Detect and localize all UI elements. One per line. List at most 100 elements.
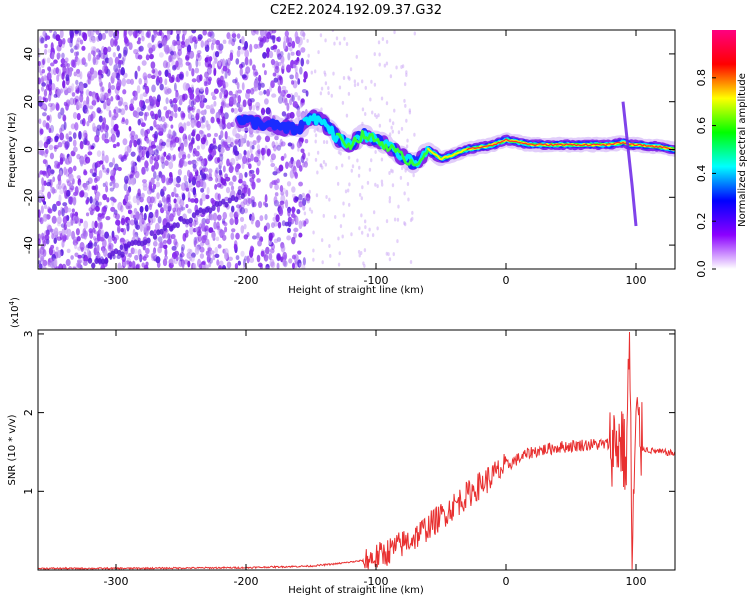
- noise-speckle: [65, 73, 70, 82]
- noise-speckle: [74, 51, 78, 57]
- noise-speckle: [190, 252, 196, 258]
- noise-speckle: [87, 52, 92, 62]
- noise-speckle: [221, 97, 226, 103]
- noise-speckle: [207, 31, 212, 37]
- noise-speckle: [299, 66, 303, 75]
- noise-speckle: [249, 245, 254, 254]
- noise-speckle: [38, 173, 41, 178]
- noise-speckle: [130, 135, 135, 144]
- noise-speckle: [74, 252, 79, 258]
- noise-speckle: [71, 92, 76, 97]
- noise-speckle: [221, 58, 226, 68]
- noise-speckle: [63, 166, 67, 176]
- noise-speckle: [397, 130, 401, 135]
- noise-speckle: [130, 160, 136, 167]
- noise-speckle: [220, 75, 226, 81]
- noise-speckle: [53, 237, 57, 244]
- noise-speckle: [295, 36, 301, 45]
- noise-speckle: [291, 94, 295, 103]
- noise-speckle: [135, 211, 140, 221]
- noise-speckle: [403, 191, 406, 196]
- noise-speckle: [211, 231, 216, 239]
- noise-speckle: [388, 171, 391, 176]
- noise-speckle: [177, 106, 182, 112]
- noise-speckle: [74, 215, 79, 224]
- track-blob: [130, 240, 135, 247]
- noise-speckle: [239, 207, 245, 215]
- noise-speckle: [286, 64, 292, 73]
- noise-speckle: [78, 30, 82, 37]
- noise-speckle: [200, 40, 205, 48]
- noise-speckle: [101, 90, 105, 98]
- noise-speckle: [276, 178, 280, 184]
- noise-speckle: [137, 188, 141, 197]
- noise-speckle: [304, 195, 307, 200]
- noise-speckle: [257, 82, 262, 91]
- noise-speckle: [148, 181, 152, 191]
- noise-speckle: [93, 230, 97, 235]
- noise-speckle: [63, 61, 68, 68]
- noise-speckle: [46, 223, 52, 232]
- noise-speckle: [242, 155, 248, 164]
- noise-speckle: [331, 30, 335, 33]
- noise-speckle: [159, 123, 164, 133]
- noise-speckle: [343, 36, 346, 41]
- noise-speckle: [199, 241, 204, 247]
- noise-speckle: [178, 73, 184, 80]
- noise-speckle: [246, 255, 250, 264]
- noise-speckle: [252, 64, 256, 71]
- noise-speckle: [163, 121, 168, 129]
- noise-speckle: [292, 64, 297, 69]
- noise-speckle: [188, 134, 192, 141]
- noise-speckle: [270, 162, 276, 168]
- noise-speckle: [344, 189, 348, 194]
- noise-speckle: [161, 195, 166, 203]
- noise-speckle: [236, 208, 241, 216]
- noise-speckle: [325, 195, 328, 200]
- noise-speckle: [116, 142, 120, 147]
- noise-speckle: [292, 160, 296, 165]
- noise-speckle: [218, 60, 222, 67]
- noise-speckle: [243, 198, 248, 206]
- noise-speckle: [166, 198, 171, 204]
- noise-speckle: [111, 72, 117, 79]
- noise-speckle: [134, 170, 140, 179]
- noise-speckle: [286, 112, 292, 120]
- noise-speckle: [38, 195, 43, 203]
- noise-speckle: [164, 78, 168, 86]
- y-tick-label: -20: [22, 188, 35, 206]
- noise-speckle: [91, 142, 96, 149]
- noise-speckle: [303, 211, 307, 216]
- noise-speckle: [66, 248, 71, 254]
- noise-speckle: [204, 238, 210, 246]
- noise-speckle: [56, 236, 62, 241]
- noise-speckle: [187, 153, 191, 159]
- noise-speckle: [322, 213, 325, 218]
- noise-speckle: [372, 210, 376, 215]
- noise-speckle: [350, 168, 353, 173]
- noise-speckle: [397, 204, 400, 209]
- noise-speckle: [222, 165, 226, 173]
- noise-speckle: [220, 101, 225, 107]
- noise-speckle: [237, 95, 242, 104]
- noise-speckle: [391, 121, 395, 126]
- noise-speckle: [41, 177, 45, 186]
- noise-speckle: [244, 56, 249, 66]
- noise-speckle: [174, 203, 179, 213]
- noise-speckle: [229, 141, 234, 148]
- noise-speckle: [163, 86, 168, 95]
- noise-speckle: [332, 71, 335, 76]
- noise-speckle: [46, 115, 50, 121]
- noise-speckle: [41, 266, 47, 269]
- noise-speckle: [134, 31, 138, 39]
- noise-speckle: [244, 255, 248, 261]
- track-blob: [104, 257, 109, 264]
- noise-speckle: [104, 57, 110, 64]
- noise-speckle: [94, 220, 98, 229]
- noise-speckle: [103, 124, 109, 133]
- noise-speckle: [89, 196, 93, 204]
- noise-speckle: [147, 105, 152, 111]
- noise-speckle: [98, 115, 103, 123]
- noise-speckle: [355, 54, 358, 59]
- noise-speckle: [303, 220, 307, 227]
